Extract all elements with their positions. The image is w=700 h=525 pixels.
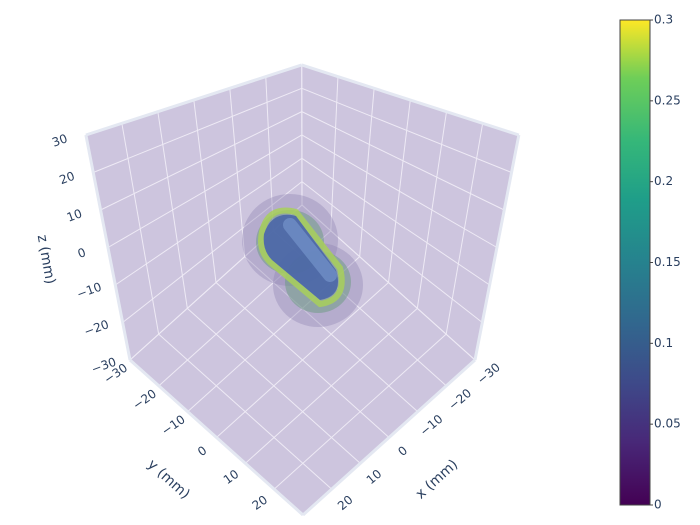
box-edge bbox=[128, 358, 305, 517]
colorbar-tick-label: 0.05 bbox=[654, 417, 681, 431]
x-tick-label: 10 bbox=[364, 467, 385, 488]
z-grid-line bbox=[301, 157, 490, 286]
z-grid-line bbox=[100, 111, 303, 211]
x-tick-label: −20 bbox=[446, 386, 474, 413]
x-axis-title: x (mm) bbox=[413, 457, 462, 503]
y-axis-title: y (mm) bbox=[144, 457, 193, 503]
z-tick-label: −10 bbox=[75, 280, 104, 302]
volume-blob bbox=[242, 194, 363, 327]
z-grid-line bbox=[301, 87, 512, 173]
z-axis-title: z (mm) bbox=[34, 233, 58, 285]
z-tick-label: 30 bbox=[50, 131, 69, 149]
z-tick-label: 20 bbox=[57, 169, 76, 187]
y-tick-label: −20 bbox=[130, 386, 159, 412]
x-tick-label: −30 bbox=[474, 360, 502, 387]
colorbar-tick-label: 0.15 bbox=[654, 255, 681, 269]
x-tick-label: 0 bbox=[395, 443, 410, 459]
colorbar-ticks: 0 0.05 0.1 0.15 0.2 0.25 0.3 bbox=[650, 13, 681, 512]
y-wall bbox=[85, 64, 302, 360]
y-tick-label: 0 bbox=[195, 443, 209, 459]
box-edge bbox=[85, 63, 303, 137]
box-edge bbox=[301, 63, 520, 137]
colorbar-tick-label: 0.1 bbox=[654, 336, 673, 350]
y-tick-label: 10 bbox=[221, 467, 242, 487]
z-grid-line bbox=[93, 87, 302, 173]
scene: −30−20−1001020−30−20−1001020−30−20−10010… bbox=[34, 63, 521, 517]
y-grid-line bbox=[273, 333, 447, 490]
colorbar-tick-label: 0.25 bbox=[654, 93, 681, 107]
z-tick-label: −20 bbox=[82, 317, 111, 339]
box-edge bbox=[301, 358, 477, 517]
box-edge bbox=[473, 134, 521, 361]
z-grid-line bbox=[301, 204, 476, 361]
z-grid-line bbox=[301, 134, 498, 248]
colorbar-tick-label: 0.3 bbox=[654, 13, 673, 27]
colorbar-tick-label: 0.2 bbox=[654, 174, 673, 188]
box-edge bbox=[84, 134, 132, 361]
y-tick-label: −10 bbox=[159, 412, 188, 438]
z-grid-line bbox=[107, 134, 303, 248]
z-grid-line bbox=[301, 181, 483, 323]
z-grid-line bbox=[115, 157, 303, 286]
colorbar bbox=[619, 19, 651, 506]
colorbar-tick-label: 0 bbox=[654, 498, 662, 512]
z-grid-line bbox=[122, 181, 303, 323]
x-tick-label: 20 bbox=[335, 493, 356, 514]
x-tick-label: −10 bbox=[417, 412, 445, 439]
z-grid-line bbox=[301, 111, 505, 211]
y-tick-label: 20 bbox=[250, 493, 271, 513]
y-grid-line bbox=[244, 307, 418, 464]
z-tick-label: 0 bbox=[76, 245, 88, 261]
y-grid-line bbox=[216, 282, 389, 438]
z-tick-label: 10 bbox=[65, 206, 84, 224]
x-wall bbox=[301, 64, 519, 360]
